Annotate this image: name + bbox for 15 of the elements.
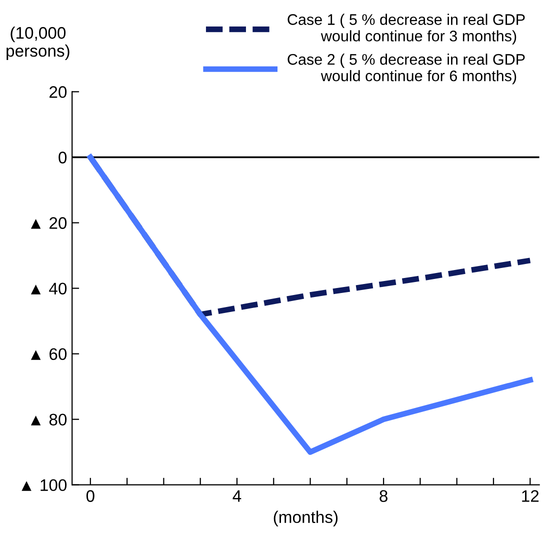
x-tick-label: 8 [380,490,388,502]
y-tick-label: ▲ 60 [30,348,67,360]
legend-label: Case 2 ( 5 % decrease in real GDP would continue for 6 months) [288,54,525,84]
y-tick-label: ▲ 40 [30,282,67,294]
x-axis-title: (months) [274,510,338,526]
y-tick-label: ▲ 100 [22,479,67,492]
x-tick-label: 0 [86,490,94,502]
y-tick-label: 0 [58,152,67,164]
y-tick-label: 20 [50,86,67,98]
y-tick-label: ▲ 20 [30,217,67,229]
legend-label: Case 1 ( 5 % decrease in real GDP would continue for 3 months) [288,14,525,44]
y-axis-title: (10,000 persons) [6,26,70,60]
x-tick-label: 4 [232,490,242,502]
x-tick-label: 12 [522,490,539,502]
y-tick-label: ▲ 80 [30,414,67,426]
